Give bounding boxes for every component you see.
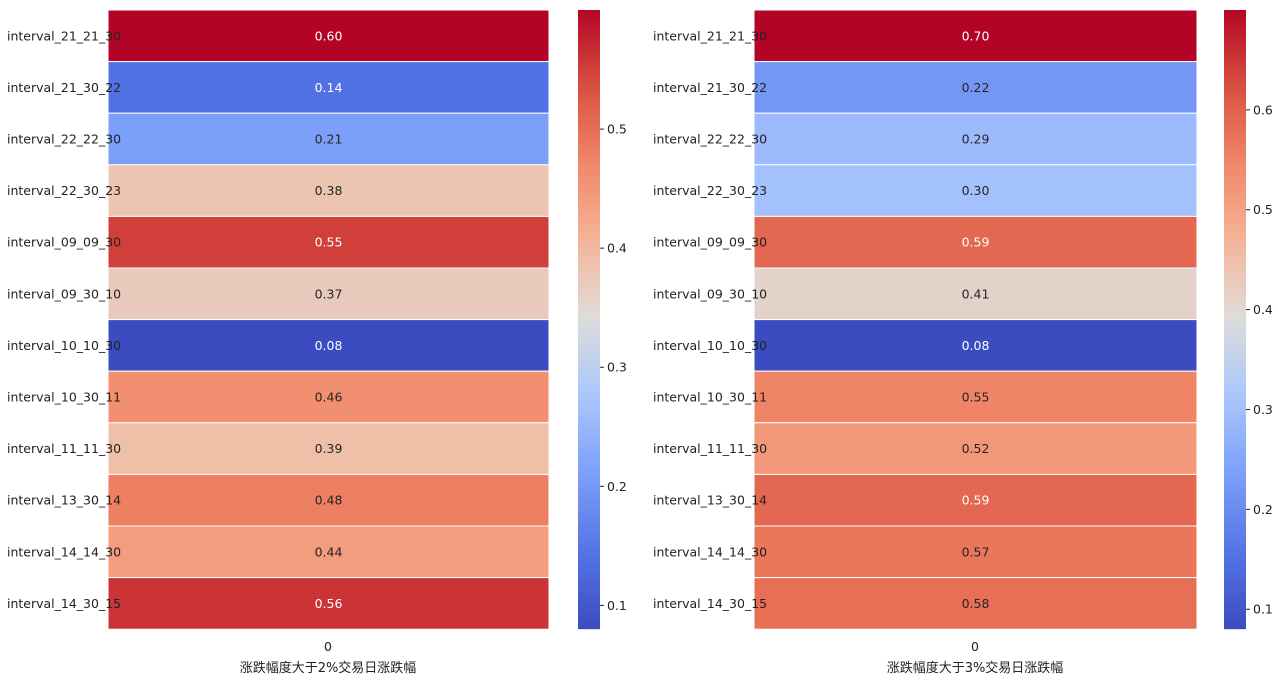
x-tick-label: 0 [324, 639, 332, 654]
colorbar-tick-label: 0.4 [607, 241, 627, 256]
row-label: interval_13_30_14 [7, 493, 121, 508]
cell-value-label: 0.21 [315, 132, 343, 147]
colorbar-tick-label: 0.2 [1253, 502, 1273, 517]
cell-value-label: 0.38 [315, 183, 343, 198]
cell-value-label: 0.22 [962, 80, 990, 95]
row-label: interval_09_09_30 [7, 235, 121, 250]
row-label: interval_21_21_30 [653, 28, 767, 43]
colorbar-tick-label: 0.6 [1253, 102, 1273, 117]
row-label: interval_10_30_11 [7, 390, 121, 405]
cell-value-label: 0.39 [315, 441, 343, 456]
colorbar-tick-label: 0.3 [1253, 402, 1273, 417]
heatmap-cell [107, 215, 550, 269]
x-axis-label: 涨跌幅度大于3%交易日涨跌幅 [887, 660, 1064, 676]
cell-value-label: 0.57 [962, 544, 990, 559]
row-label: interval_09_30_10 [653, 286, 767, 301]
cell-value-label: 0.58 [962, 596, 990, 611]
cell-value-label: 0.37 [315, 286, 343, 301]
row-label: interval_21_21_30 [7, 28, 121, 43]
cell-value-label: 0.59 [962, 493, 990, 508]
row-label: interval_10_30_11 [653, 390, 767, 405]
cell-value-label: 0.08 [315, 338, 343, 353]
row-label: interval_10_10_30 [653, 338, 767, 353]
row-label: interval_14_14_30 [7, 544, 121, 559]
cell-value-label: 0.60 [315, 28, 343, 43]
cell-value-label: 0.55 [962, 390, 990, 405]
heatmap-cell [107, 164, 550, 217]
heatmap-cell [753, 215, 1198, 269]
colorbar-tick-label: 0.4 [1253, 302, 1273, 317]
heatmap-cell [753, 267, 1198, 321]
cell-value-label: 0.52 [962, 441, 990, 456]
colorbar [578, 10, 600, 630]
row-label: interval_13_30_14 [653, 493, 767, 508]
cell-value-label: 0.30 [962, 183, 990, 198]
row-label: interval_09_30_10 [7, 286, 121, 301]
colorbar-tick-label: 0.3 [607, 360, 627, 375]
row-label: interval_11_11_30 [653, 441, 767, 456]
colorbar-tick-label: 0.5 [607, 122, 627, 137]
heatmap-panel-1: 0.60 interval_21_21_30 0.14 interval_21_30_… [7, 9, 627, 676]
heatmap-cell [753, 525, 1198, 579]
heatmap-cell [753, 164, 1198, 217]
row-label: interval_22_30_23 [653, 183, 767, 198]
row-label: interval_14_30_15 [7, 596, 121, 611]
colorbar [1224, 10, 1246, 630]
heatmap-cell [107, 370, 550, 424]
colorbar-tick-label: 0.5 [1253, 202, 1273, 217]
row-label: interval_14_30_15 [653, 596, 767, 611]
cell-value-label: 0.48 [315, 493, 343, 508]
heatmap-panel-2: 0.70 interval_21_21_30 0.22 interval_21_30_… [653, 9, 1273, 676]
row-label: interval_11_11_30 [7, 441, 121, 456]
row-label: interval_22_22_30 [653, 132, 767, 147]
row-label: interval_10_10_30 [7, 338, 121, 353]
cell-value-label: 0.55 [315, 235, 343, 250]
row-label: interval_22_22_30 [7, 132, 121, 147]
heatmap-cell [107, 473, 550, 527]
heatmap-cell [107, 267, 550, 321]
row-label: interval_14_14_30 [653, 544, 767, 559]
cell-value-label: 0.46 [315, 390, 343, 405]
row-label: interval_21_30_22 [653, 80, 767, 95]
row-label: interval_21_30_22 [7, 80, 121, 95]
cell-value-label: 0.70 [962, 28, 990, 43]
heatmap-cell [107, 9, 550, 63]
colorbar-tick-label: 0.2 [607, 479, 627, 494]
heatmap-cell [753, 112, 1198, 166]
x-tick-label: 0 [971, 639, 979, 654]
colorbar-tick-label: 0.1 [1253, 602, 1273, 617]
cell-value-label: 0.44 [315, 544, 343, 559]
heatmap-cell [107, 525, 550, 579]
cell-value-label: 0.56 [315, 596, 343, 611]
heatmap-cell [107, 577, 550, 630]
cell-value-label: 0.29 [962, 132, 990, 147]
heatmap-cell [753, 9, 1198, 63]
heatmap-cell [753, 319, 1198, 372]
heatmap-cell [753, 422, 1198, 475]
heatmap-cell [753, 61, 1198, 114]
heatmap-cell [107, 61, 550, 114]
heatmap-cell [753, 473, 1198, 527]
heatmap-cell [753, 370, 1198, 424]
cell-value-label: 0.59 [962, 235, 990, 250]
x-axis-label: 涨跌幅度大于2%交易日涨跌幅 [240, 660, 417, 676]
cell-value-label: 0.14 [315, 80, 343, 95]
cell-value-label: 0.41 [962, 286, 990, 301]
heatmap-cell [753, 577, 1198, 630]
colorbar-tick-label: 0.1 [607, 598, 627, 613]
row-label: interval_09_09_30 [653, 235, 767, 250]
heatmap-cell [107, 112, 550, 166]
cell-value-label: 0.08 [962, 338, 990, 353]
row-label: interval_22_30_23 [7, 183, 121, 198]
